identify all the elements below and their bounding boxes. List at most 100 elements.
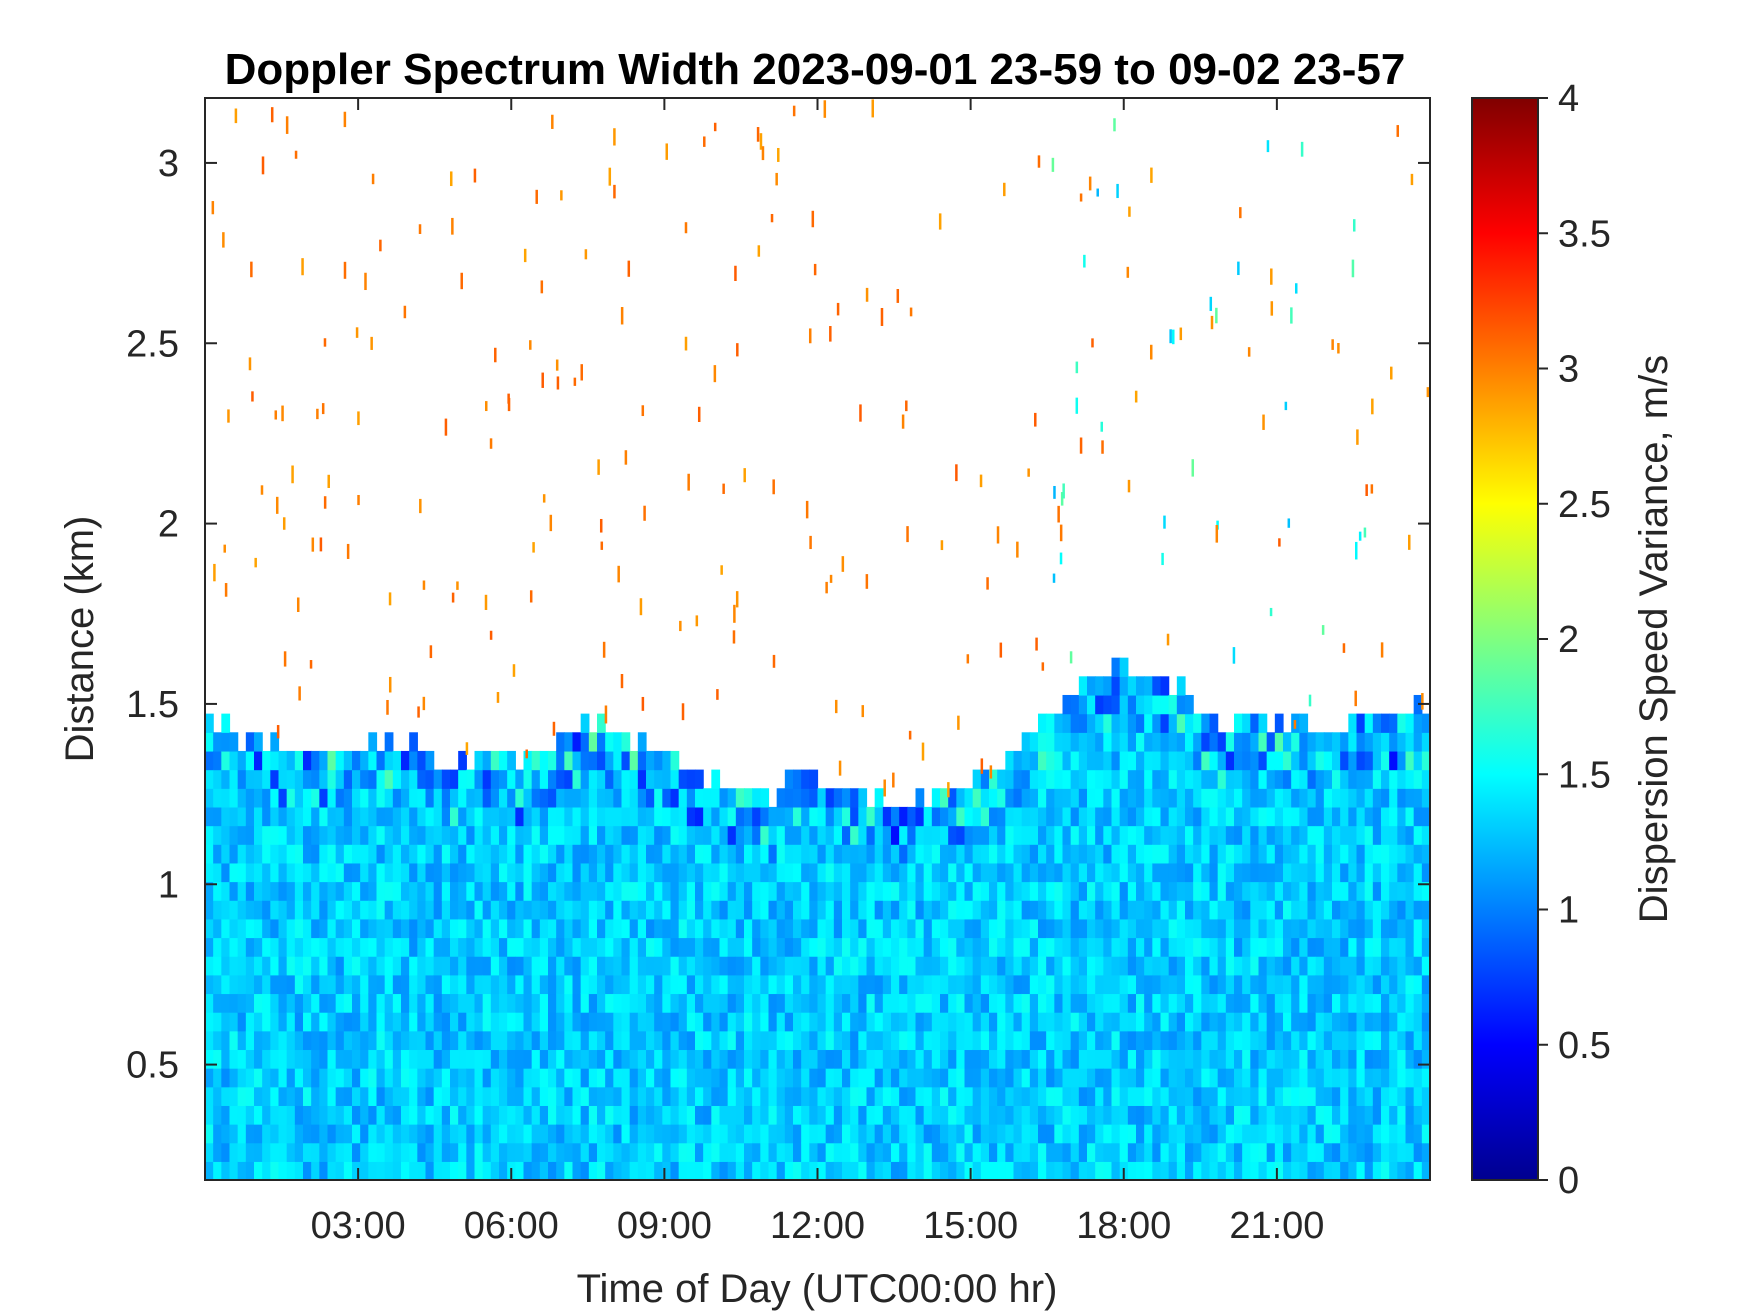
heatmap-cell — [1315, 1012, 1325, 1032]
heatmap-cell — [1421, 788, 1431, 808]
heatmap-cell — [556, 844, 565, 864]
heatmap-cell — [490, 788, 500, 808]
heatmap-cell — [842, 918, 851, 939]
heatmap-cell — [972, 881, 982, 901]
heatmap-cell — [1087, 844, 1096, 864]
heatmap-cell — [229, 1124, 239, 1144]
heatmap-cell — [254, 788, 263, 808]
sparse-echo — [355, 327, 359, 338]
sparse-echo — [736, 343, 739, 357]
heatmap-cell — [1266, 1012, 1276, 1032]
heatmap-cell — [368, 862, 378, 883]
heatmap-cell — [531, 993, 541, 1013]
heatmap-cell — [1217, 769, 1227, 789]
heatmap-cell — [1021, 956, 1031, 976]
heatmap-cell — [752, 918, 761, 939]
heatmap-cell — [221, 825, 231, 845]
heatmap-cell — [711, 788, 721, 808]
heatmap-cell — [572, 956, 582, 976]
sparse-echo — [512, 664, 516, 677]
heatmap-cell — [931, 1012, 941, 1032]
heatmap-cell — [1242, 918, 1251, 939]
heatmap-cell — [1413, 825, 1423, 845]
heatmap-cell — [784, 806, 794, 827]
heatmap-cell — [1421, 713, 1431, 733]
heatmap-cell — [760, 1105, 770, 1125]
sparse-echo — [1037, 155, 1041, 168]
heatmap-cell — [1119, 1086, 1129, 1106]
heatmap-cell — [1087, 1086, 1096, 1106]
heatmap-cell — [809, 825, 819, 845]
heatmap-cell — [703, 881, 712, 901]
heatmap-cell — [940, 825, 949, 845]
heatmap-cell — [907, 1105, 917, 1125]
heatmap-cell — [311, 1049, 320, 1069]
heatmap-cell — [1078, 713, 1088, 733]
heatmap-cell — [719, 993, 729, 1013]
heatmap-cell — [278, 956, 288, 976]
heatmap-cell — [801, 1068, 810, 1088]
heatmap-cell — [1397, 1012, 1407, 1032]
heatmap-cell — [1381, 862, 1390, 883]
heatmap-cell — [245, 1105, 255, 1125]
heatmap-cell — [1095, 862, 1104, 883]
sparse-echo — [1356, 429, 1359, 445]
heatmap-cell — [997, 956, 1006, 976]
heatmap-cell — [1397, 1086, 1407, 1106]
heatmap-cell — [801, 769, 810, 789]
heatmap-cell — [646, 1068, 655, 1088]
heatmap-cell — [1250, 918, 1260, 939]
heatmap-cell — [1127, 769, 1137, 789]
heatmap-cell — [450, 844, 459, 864]
heatmap-cell — [1283, 1124, 1292, 1144]
heatmap-cell — [678, 881, 688, 901]
heatmap-cell — [768, 956, 778, 976]
heatmap-cell — [1332, 1049, 1341, 1069]
sparse-echo — [542, 494, 546, 503]
heatmap-cell — [1381, 769, 1390, 789]
heatmap-cells — [205, 657, 1431, 1181]
heatmap-cell — [1225, 918, 1235, 939]
heatmap-cell — [352, 788, 361, 808]
heatmap-cell — [433, 1012, 443, 1032]
heatmap-cell — [221, 862, 231, 883]
heatmap-cell — [874, 825, 884, 845]
heatmap-cell — [1038, 974, 1047, 995]
heatmap-cell — [270, 1049, 280, 1069]
heatmap-cell — [801, 825, 810, 845]
heatmap-cell — [1274, 788, 1284, 808]
heatmap-cell — [1323, 974, 1333, 995]
heatmap-cell — [1103, 1086, 1113, 1106]
heatmap-cell — [882, 825, 892, 845]
sparse-echo — [1354, 690, 1357, 707]
heatmap-cell — [752, 1161, 761, 1181]
heatmap-cell — [507, 750, 516, 771]
heatmap-cell — [401, 918, 410, 939]
heatmap-cell — [597, 1086, 606, 1106]
heatmap-cell — [1103, 825, 1113, 845]
heatmap-cell — [972, 788, 982, 808]
heatmap-cell — [254, 1124, 263, 1144]
heatmap-cell — [809, 993, 819, 1013]
heatmap-cell — [458, 1124, 467, 1144]
heatmap-cell — [1046, 900, 1055, 920]
heatmap-cell — [1307, 1105, 1317, 1125]
heatmap-cell — [809, 1049, 819, 1069]
heatmap-cell — [801, 974, 810, 995]
heatmap-cell — [474, 974, 484, 995]
heatmap-cell — [433, 844, 443, 864]
sparse-echo — [600, 541, 604, 550]
heatmap-cell — [490, 1124, 500, 1144]
heatmap-cell — [515, 918, 525, 939]
heatmap-cell — [1144, 918, 1153, 939]
heatmap-cell — [343, 1086, 353, 1106]
heatmap-cell — [229, 1086, 239, 1106]
heatmap-cell — [891, 844, 900, 864]
heatmap-cell — [711, 844, 721, 864]
heatmap-cell — [205, 1086, 214, 1106]
heatmap-cell — [262, 1105, 271, 1125]
heatmap-cell — [499, 1105, 508, 1125]
heatmap-cell — [588, 974, 598, 995]
heatmap-cell — [1372, 806, 1382, 827]
heatmap-cell — [1209, 732, 1219, 752]
